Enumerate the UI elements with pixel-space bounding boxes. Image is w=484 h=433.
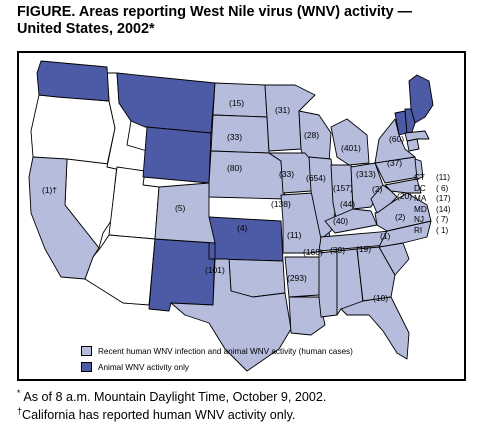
state-ny <box>374 118 416 164</box>
state-nm <box>148 238 216 312</box>
label-ca: (1)† <box>42 185 57 195</box>
legend-item-animal: Animal WNV activity only <box>81 359 353 375</box>
legend-item-human: Recent human WNV infection and animal WN… <box>81 343 353 359</box>
state-or <box>30 94 116 166</box>
state-va <box>374 192 432 232</box>
label-wv: (2) <box>372 184 383 194</box>
footnote-star: * As of 8 a.m. Mountain Daylight Time, O… <box>17 388 327 405</box>
small-states-list: CT (11) DC( 6) MA (17) MD (14) NJ( 7) RI( 1… <box>414 173 458 236</box>
label-fl: (10) <box>373 293 388 303</box>
label-mi: (401) <box>341 143 361 153</box>
label-ny: (60) <box>389 134 404 144</box>
legend-swatch-human <box>81 346 92 356</box>
figure-title: FIGURE. Areas reporting West Nile virus … <box>17 4 477 38</box>
state-wv <box>370 184 398 214</box>
label-ms: (168) <box>303 247 323 257</box>
label-pa: (37) <box>387 158 402 168</box>
label-nd: (15) <box>229 98 244 108</box>
small-state-row: MA (17) <box>414 194 451 203</box>
state-ky <box>324 208 378 234</box>
state-fl <box>340 296 410 360</box>
label-ia: (33) <box>279 169 294 179</box>
label-la: (293) <box>287 273 307 283</box>
label-ne: (80) <box>227 163 242 173</box>
label-il: (654) <box>306 173 326 183</box>
footnote-dagger: †California has reported human WNV activ… <box>17 406 296 423</box>
label-va: (20) <box>397 191 412 201</box>
us-map: (15) (31) (33) (28) (401) (80) (33) (654… <box>28 60 434 372</box>
title-line-2: United States, 2002* <box>17 21 155 37</box>
label-ok: (4) <box>237 223 248 233</box>
small-state-row: MD (14) <box>414 204 451 214</box>
state-nj <box>414 158 424 180</box>
legend-label-human: Recent human WNV infection and animal WN… <box>98 346 353 356</box>
map-legend: Recent human WNV infection and animal WN… <box>81 343 353 375</box>
label-ar: (11) <box>287 230 302 240</box>
label-wi: (28) <box>304 130 319 140</box>
label-in: (157) <box>333 183 353 193</box>
state-la <box>288 296 326 336</box>
state-md <box>384 178 422 194</box>
small-state-row: NJ( 7) <box>414 215 449 224</box>
label-co: (5) <box>175 203 186 213</box>
label-nc: (2) <box>395 212 406 222</box>
label-sd: (33) <box>227 132 242 142</box>
state-mi <box>330 118 370 166</box>
small-state-row: DC( 6) <box>414 183 449 193</box>
small-state-row: CT (11) <box>414 173 450 182</box>
label-sc: (1) <box>380 231 391 241</box>
label-al: (39) <box>330 245 345 255</box>
state-ma <box>404 130 430 142</box>
state-ca <box>28 156 100 280</box>
state-tx <box>170 258 292 372</box>
footnotes: * As of 8 a.m. Mountain Daylight Time, O… <box>17 386 477 422</box>
label-tx: (101) <box>205 265 225 275</box>
state-mt <box>116 72 216 134</box>
label-tn: (40) <box>333 216 348 226</box>
label-ky: (44) <box>340 199 355 209</box>
state-ga <box>356 246 396 302</box>
title-line-1: FIGURE. Areas reporting West Nile virus … <box>17 4 413 20</box>
legend-swatch-animal <box>81 362 92 372</box>
label-ga: (19) <box>356 244 371 254</box>
state-ne <box>208 150 286 200</box>
label-oh: (313) <box>356 169 376 179</box>
state-wa <box>36 60 110 102</box>
label-mn: (31) <box>275 105 290 115</box>
label-mo: (138) <box>271 199 291 209</box>
legend-label-animal: Animal WNV activity only <box>98 362 189 372</box>
small-state-row: RI( 1) <box>414 225 449 235</box>
state-co <box>154 182 216 244</box>
state-nh <box>404 108 416 136</box>
map-frame: (15) (31) (33) (28) (401) (80) (33) (654… <box>17 51 466 381</box>
state-ms <box>318 250 338 318</box>
state-wy <box>142 126 212 184</box>
